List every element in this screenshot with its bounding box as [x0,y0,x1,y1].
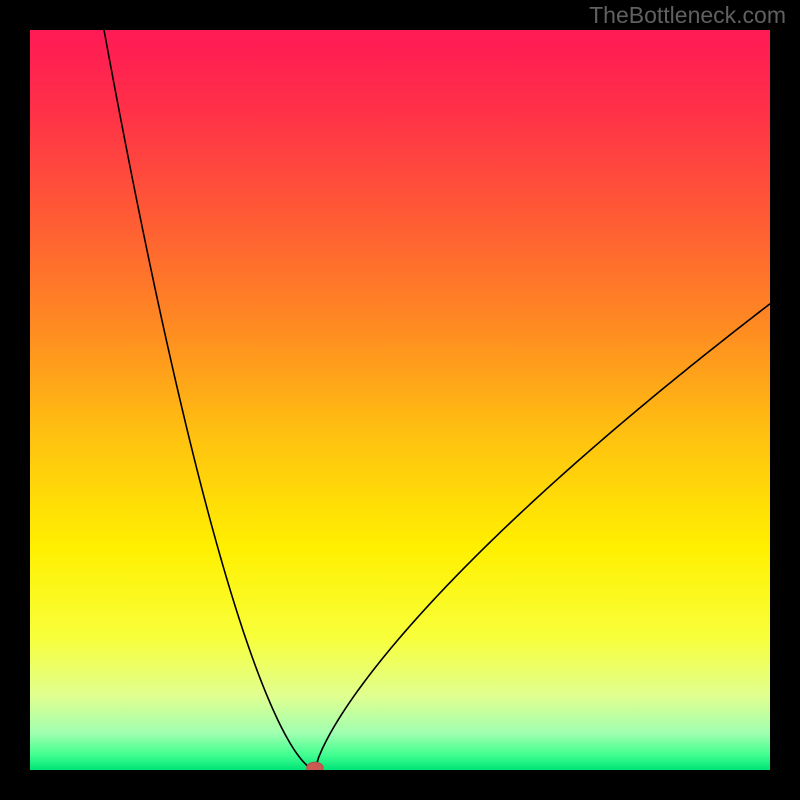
watermark-text: TheBottleneck.com [589,2,786,29]
chart-frame: TheBottleneck.com [0,0,800,800]
chart-background [30,30,770,770]
optimal-point-marker [307,762,323,770]
bottleneck-chart [30,30,770,770]
